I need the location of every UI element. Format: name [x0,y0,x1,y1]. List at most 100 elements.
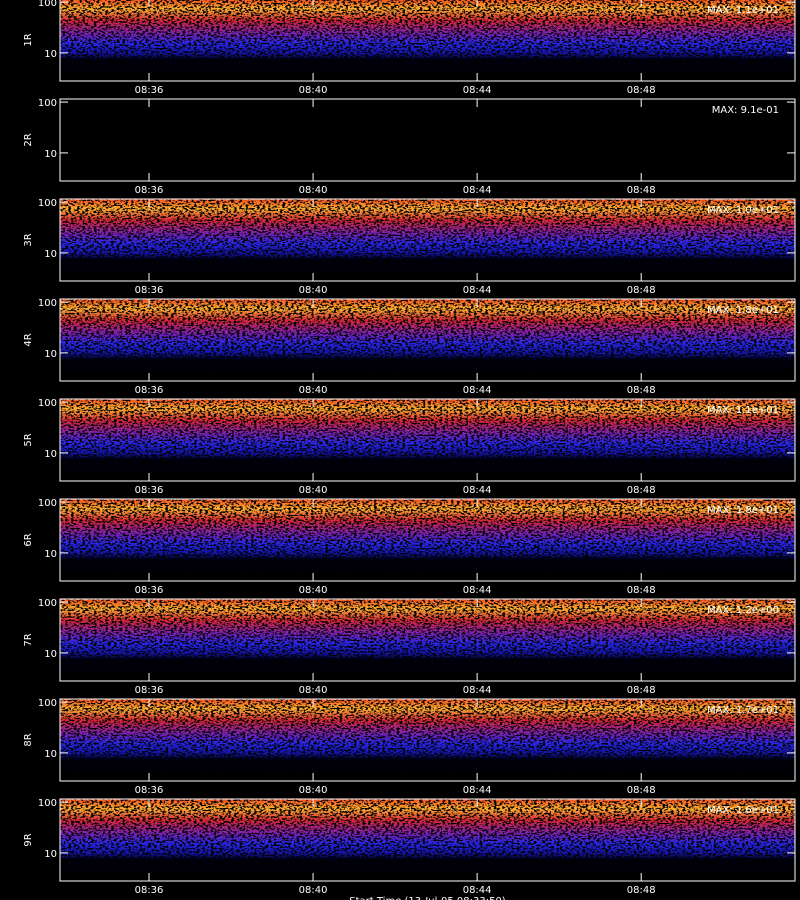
y-tick-label: 100 [38,398,57,409]
y-tick-label: 100 [38,498,57,509]
spectrogram [60,0,795,81]
plot-frame [59,498,796,582]
x-tick-label: 08:40 [299,685,328,696]
x-tick-label: 08:48 [627,885,656,896]
x-tick-label: 08:48 [627,785,656,796]
x-axis-label: Start Time (13-Jul-05 08:33:50) [349,896,506,900]
panel: 10 100 08:36 08:40 08:44 08:48 1R MAX: 1.1e+01 [23,0,796,96]
x-tick-label: 08:36 [135,585,164,596]
x-tick-label: 08:36 [135,485,164,496]
spectrogram [60,199,795,281]
y-tick-label: 100 [38,698,57,709]
max-annotation: MAX: 1.1e+01 [707,405,779,416]
x-tick-label: 08:40 [299,885,328,896]
y-tick-label: 10 [44,249,57,260]
x-tick-label: 08:48 [627,485,656,496]
y-tick-label: 100 [38,98,57,109]
x-tick-label: 08:44 [463,385,492,396]
plot-frame [59,398,796,482]
spectrogram [60,799,795,881]
x-tick-label: 08:36 [135,885,164,896]
y-tick-label: 100 [38,198,57,209]
y-axis-label: 3R [23,233,34,246]
panel: 10 100 08:36 08:40 08:44 08:48 2R MAX: 9.1e-01 [23,98,796,196]
x-tick-label: 08:40 [299,485,328,496]
x-tick-label: 08:40 [299,85,328,96]
x-tick-label: 08:48 [627,685,656,696]
y-axis-label: 9R [23,833,34,846]
y-axis-label: 2R [23,133,34,146]
x-tick-label: 08:36 [135,185,164,196]
y-tick-label: 10 [44,449,57,460]
y-tick-label: 100 [38,598,57,609]
x-tick-label: 08:44 [463,785,492,796]
x-tick-label: 08:40 [299,285,328,296]
x-tick-label: 08:44 [463,85,492,96]
x-tick-label: 08:36 [135,385,164,396]
x-tick-label: 08:44 [463,885,492,896]
x-tick-label: 08:36 [135,785,164,796]
spectrogram [60,299,795,381]
y-axis-label: 1R [23,33,34,46]
max-annotation: MAX: 1.1e+01 [707,5,779,16]
x-tick-label: 08:44 [463,585,492,596]
y-tick-label: 10 [44,49,57,60]
y-tick-label: 10 [44,549,57,560]
panel: 10 100 08:36 08:40 08:44 08:48 9R MAX: 1.6e+01 S… [23,798,796,900]
spectrogram [60,499,795,581]
x-tick-label: 08:36 [135,285,164,296]
panel: 10 100 08:36 08:40 08:44 08:48 6R MAX: 1.8e+01 [23,498,796,596]
panel: 10 100 08:36 08:40 08:44 08:48 4R MAX: 1.8e+01 [23,298,796,396]
y-tick-label: 10 [44,749,57,760]
max-annotation: MAX: 1.2e+00 [707,605,779,616]
plot-frame [59,698,796,782]
y-tick-label: 100 [38,0,57,9]
panel: 10 100 08:36 08:40 08:44 08:48 8R MAX: 1.7e+01 [23,698,796,796]
x-tick-label: 08:48 [627,385,656,396]
y-axis-label: 5R [23,433,34,446]
max-annotation: MAX: 1.7e+01 [707,705,779,716]
y-tick-label: 10 [44,649,57,660]
y-axis-label: 4R [23,333,34,346]
plot-frame [59,798,796,882]
plot-frame [59,198,796,282]
max-annotation: MAX: 1.0e+01 [707,205,779,216]
x-tick-label: 08:44 [463,685,492,696]
max-annotation: MAX: 1.8e+01 [707,305,779,316]
max-annotation: MAX: 9.1e-01 [712,105,779,116]
x-tick-label: 08:40 [299,585,328,596]
panel: 10 100 08:36 08:40 08:44 08:48 5R MAX: 1.1e+01 [23,398,796,496]
spectrogram [60,399,795,481]
x-tick-label: 08:48 [627,585,656,596]
x-tick-label: 08:48 [627,285,656,296]
y-tick-label: 10 [44,349,57,360]
x-tick-label: 08:48 [627,185,656,196]
x-tick-label: 08:36 [135,685,164,696]
y-axis-label: 7R [23,633,34,646]
plot-frame [59,298,796,382]
plot-frame [59,98,796,182]
spectrogram [60,599,795,681]
x-tick-label: 08:36 [135,85,164,96]
x-tick-label: 08:44 [463,285,492,296]
y-axis-label: 6R [23,533,34,546]
y-axis-label: 8R [23,733,34,746]
panel: 10 100 08:36 08:40 08:44 08:48 7R MAX: 1.2e+00 [23,598,796,696]
x-tick-label: 08:40 [299,185,328,196]
y-tick-label: 10 [44,149,57,160]
x-tick-label: 08:48 [627,85,656,96]
plot-frame [59,0,796,82]
x-tick-label: 08:40 [299,385,328,396]
y-tick-label: 100 [38,298,57,309]
plot-frame [59,598,796,682]
y-tick-label: 10 [44,849,57,860]
max-annotation: MAX: 1.8e+01 [707,505,779,516]
x-tick-label: 08:44 [463,185,492,196]
spectrogram [60,699,795,781]
panel: 10 100 08:36 08:40 08:44 08:48 3R MAX: 1.0e+01 [23,198,796,296]
y-tick-label: 100 [38,798,57,809]
x-tick-label: 08:40 [299,785,328,796]
x-tick-label: 08:44 [463,485,492,496]
max-annotation: MAX: 1.6e+01 [707,805,779,816]
